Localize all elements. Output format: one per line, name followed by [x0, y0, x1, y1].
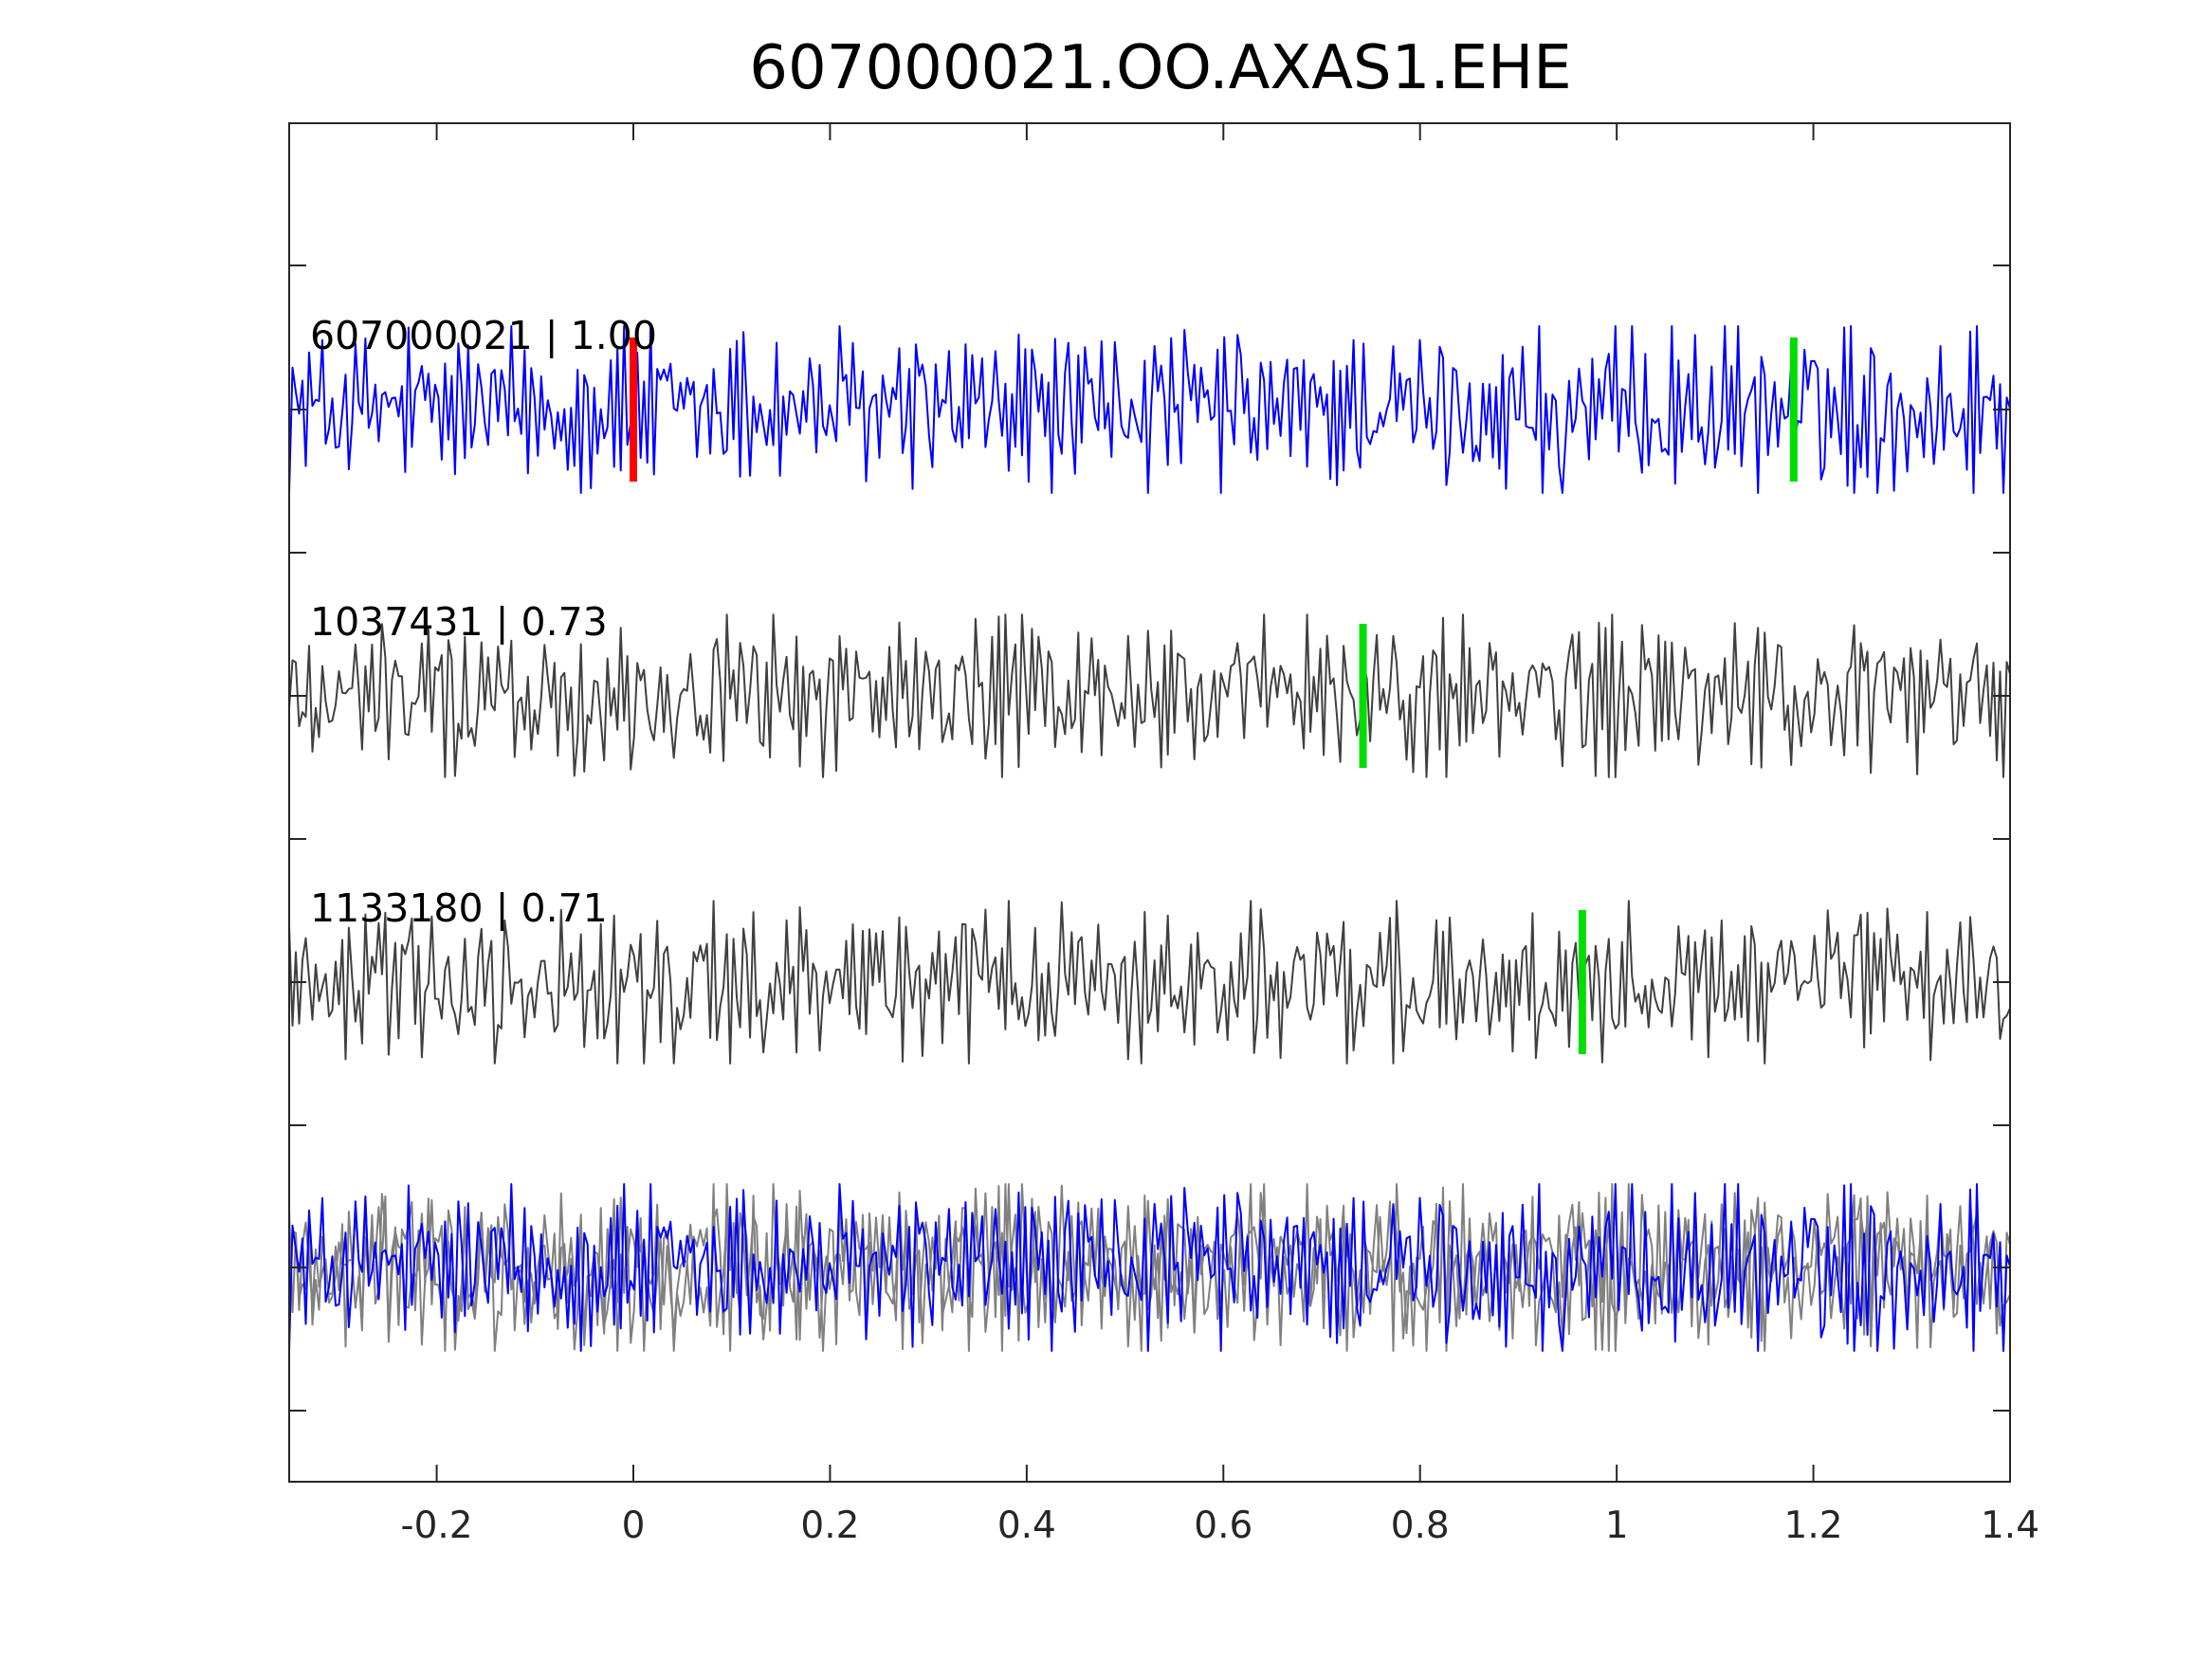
overlay-trace-607000021	[288, 1183, 2011, 1352]
x-tick-label: 1.2	[1784, 1504, 1843, 1547]
trace-1037431	[288, 613, 2011, 778]
markers-group	[630, 337, 1798, 1054]
x-tick-label: 0.6	[1194, 1504, 1252, 1547]
x-tick-label: 0	[622, 1504, 646, 1547]
trace-label-607000021: 607000021 | 1.00	[310, 313, 657, 358]
overlay-group	[288, 1183, 2011, 1352]
plot-frame	[288, 122, 2011, 1483]
trace-label-1037431: 1037431 | 0.73	[310, 599, 608, 645]
x-tick-label: -0.2	[401, 1504, 473, 1547]
x-tick-label: 0.4	[997, 1504, 1056, 1547]
chart-title: 607000021.OO.AXAS1.EHE	[749, 33, 1571, 103]
traces-group	[288, 325, 2011, 1065]
x-tick-label: 1	[1605, 1504, 1629, 1547]
axes-group: -0.2 0 0.2 0.4 0.6 0.8 1 1.2 1.4	[288, 122, 2039, 1547]
x-tick-label: 0.2	[800, 1504, 859, 1547]
labels-group: 607000021 | 1.00 1037431 | 0.73 1133180 | …	[310, 313, 657, 931]
x-tick-label: 1.4	[1981, 1504, 2039, 1547]
trace-1133180	[288, 900, 2011, 1065]
trace-label-1133180: 1133180 | 0.71	[310, 885, 608, 931]
x-tick-label: 0.8	[1391, 1504, 1450, 1547]
trace-607000021	[288, 325, 2011, 494]
